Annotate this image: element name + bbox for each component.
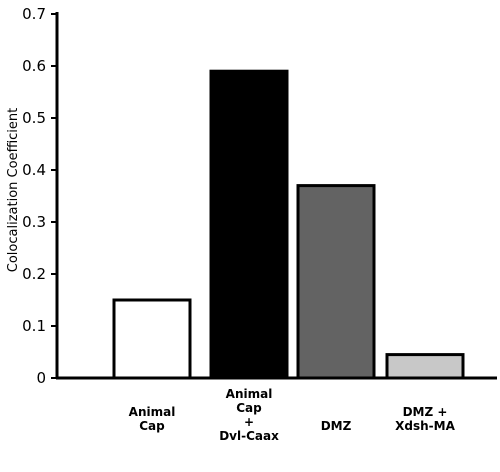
category-label: Animal Cap: [129, 405, 176, 433]
y-tick-label: 0.2: [22, 265, 46, 283]
bar-3: [296, 184, 376, 380]
y-ticks-layer: 0 0.1 0.2 0.3 0.4 0.5 0.6 0.7: [22, 5, 57, 387]
category-label: Animal Cap + Dvl-Caax: [219, 387, 279, 443]
category-label-line: Animal: [129, 405, 176, 419]
y-tick-label: 0.3: [22, 213, 46, 231]
y-tick-label: 0.5: [22, 109, 46, 127]
bar-1: [112, 298, 192, 380]
y-tick-label: 0.6: [22, 57, 46, 75]
category-label: DMZ + Xdsh-MA: [395, 405, 455, 433]
bar-2: [209, 69, 289, 380]
category-label-line: Animal: [226, 387, 273, 401]
category-label: DMZ: [321, 419, 352, 433]
y-tick-label: 0.1: [22, 317, 46, 335]
bar-4: [385, 353, 465, 380]
category-label-line: Dvl-Caax: [219, 429, 279, 443]
y-tick-label: 0: [36, 369, 46, 387]
category-label-line: Cap: [236, 401, 262, 415]
category-label-line: DMZ +: [403, 405, 448, 419]
y-tick-label: 0.7: [22, 5, 46, 23]
y-tick-label: 0.4: [22, 161, 46, 179]
category-label-line: Cap: [139, 419, 165, 433]
category-label-line: Xdsh-MA: [395, 419, 455, 433]
y-axis-label: Colocalization Coefficient: [6, 108, 21, 272]
axes-layer: [55, 12, 497, 380]
category-label-line: +: [244, 415, 254, 429]
category-label-line: DMZ: [321, 419, 352, 433]
bars-layer: [112, 69, 465, 380]
